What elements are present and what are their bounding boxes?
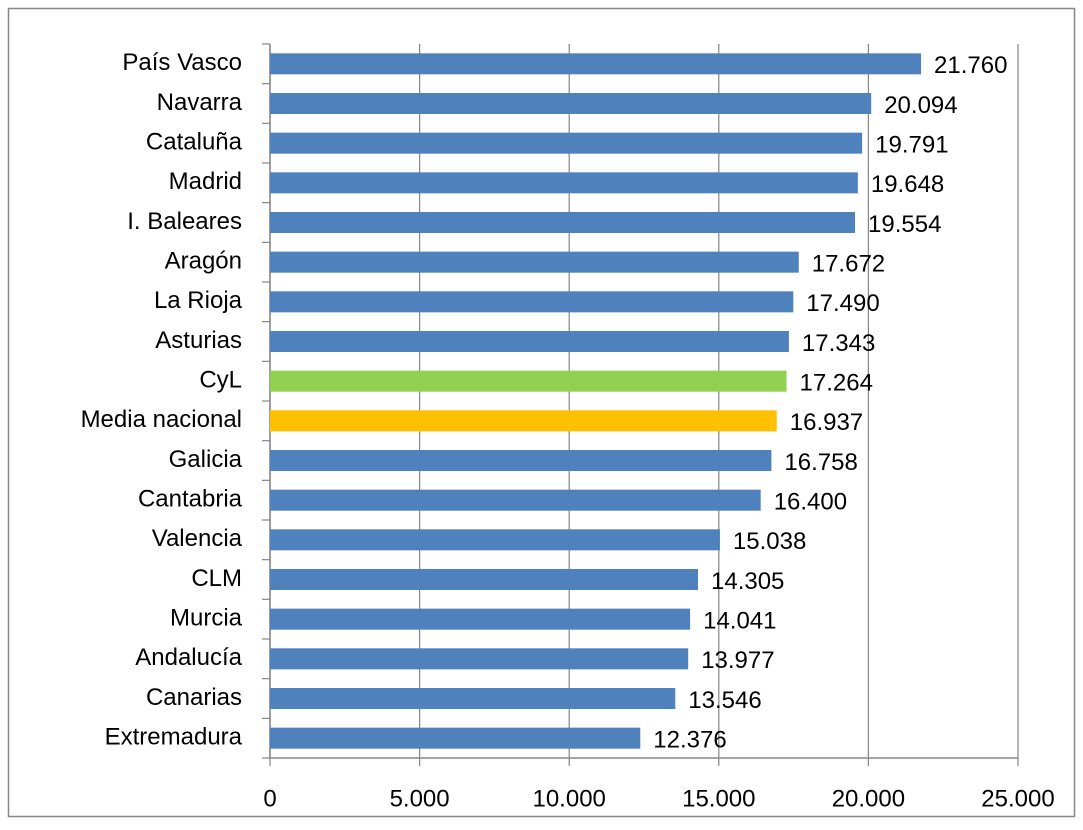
value-label: 17.490 <box>806 290 879 317</box>
value-label: 14.305 <box>711 568 784 595</box>
bar <box>270 489 761 511</box>
value-label: 12.376 <box>653 727 726 754</box>
value-label: 16.400 <box>774 489 847 516</box>
y-tick-label: Asturias <box>155 327 242 354</box>
y-tick-label: Extremadura <box>105 724 243 751</box>
y-tick-label: Andalucía <box>135 644 242 671</box>
bar <box>270 330 789 353</box>
value-label: 14.041 <box>703 608 776 635</box>
x-tick-label: 5.000 <box>390 785 450 812</box>
y-tick-label: Media nacional <box>81 406 242 433</box>
value-label: 16.758 <box>784 449 857 476</box>
bar <box>270 211 856 234</box>
bar <box>270 529 720 551</box>
x-tick-label: 0 <box>263 785 276 812</box>
x-tick-label: 10.000 <box>532 785 605 812</box>
y-tick-label: País Vasco <box>122 49 242 76</box>
bar <box>270 92 872 115</box>
x-tick-label: 20.000 <box>832 785 905 812</box>
y-tick-label: Aragón <box>165 248 242 275</box>
value-label: 17.343 <box>802 330 875 357</box>
value-label: 13.546 <box>688 687 761 714</box>
bar <box>270 251 799 273</box>
value-label: 21.760 <box>934 52 1007 79</box>
bar <box>270 172 858 194</box>
y-tick-label: Cataluña <box>146 129 243 156</box>
y-tick-label: Canarias <box>146 684 242 711</box>
bar <box>270 727 641 749</box>
value-label: 17.264 <box>800 370 873 397</box>
value-label: 15.038 <box>733 528 806 555</box>
value-label: 13.977 <box>701 647 774 674</box>
bar <box>270 291 794 313</box>
x-tick-label: 15.000 <box>682 785 755 812</box>
value-label: 16.937 <box>790 409 863 436</box>
y-tick-label: La Rioja <box>154 287 243 314</box>
bar <box>270 648 689 670</box>
value-label: 19.791 <box>875 132 948 159</box>
bar <box>270 449 772 472</box>
y-tick-label: Cantabria <box>138 486 243 513</box>
bar <box>270 370 787 392</box>
bar <box>270 608 691 630</box>
value-label: 19.648 <box>871 171 944 198</box>
y-tick-label: I. Baleares <box>127 208 242 235</box>
y-tick-label: Madrid <box>169 168 242 195</box>
value-label: 19.554 <box>868 211 941 238</box>
y-tick-label: CyL <box>199 367 242 394</box>
y-tick-label: Valencia <box>152 525 243 552</box>
y-tick-label: Murcia <box>170 605 243 632</box>
value-label: 20.094 <box>884 92 957 119</box>
bar <box>270 687 676 710</box>
value-label: 17.672 <box>812 251 885 278</box>
bar <box>270 410 777 432</box>
bar <box>270 132 863 154</box>
y-tick-label: CLM <box>191 565 242 592</box>
y-tick-label: Galicia <box>169 446 243 473</box>
x-tick-label: 25.000 <box>981 785 1054 812</box>
bar <box>270 53 922 75</box>
bar <box>270 568 699 591</box>
y-tick-label: Navarra <box>157 89 243 116</box>
